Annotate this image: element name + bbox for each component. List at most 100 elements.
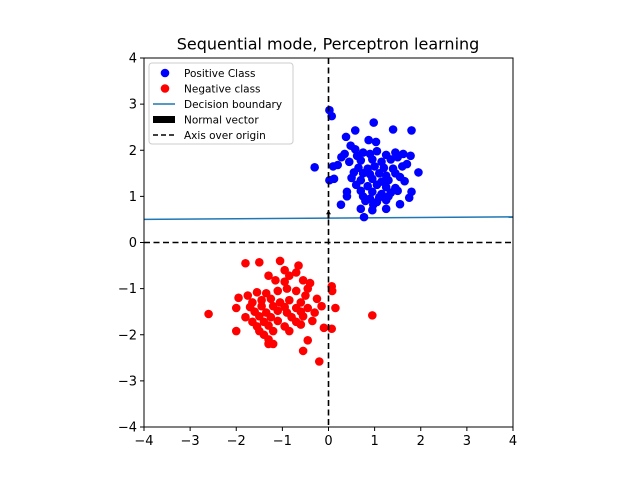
legend: Positive Class Negative class Decision bou… [148, 62, 294, 145]
negative-point [268, 339, 278, 349]
positive-point [351, 180, 361, 190]
negative-point [296, 320, 306, 329]
legend-label: Axis over origin [184, 130, 266, 142]
negative-point [303, 335, 313, 345]
chart-title: Sequential mode, Perceptron learning [177, 35, 480, 54]
y-tick-label: −4 [118, 421, 137, 436]
negative-point [301, 291, 310, 300]
axis-ticks: −4 −3 −2 −1 0 1 2 3 4 −4 −3 −2 −1 0 1 2 3 4 [118, 52, 517, 450]
positive-point [342, 192, 352, 201]
negative-point [257, 295, 266, 305]
negative-point [266, 312, 276, 322]
x-tick-label: −3 [181, 434, 200, 449]
negative-point [264, 271, 273, 281]
negative-point [273, 286, 283, 296]
positive-point [356, 204, 366, 214]
negative-point [308, 316, 317, 326]
positive-point [407, 126, 416, 135]
negative-point [294, 261, 303, 270]
legend-label: Decision boundary [184, 99, 282, 111]
positive-point [356, 156, 366, 165]
positive-point [329, 174, 339, 184]
negative-point [291, 268, 301, 277]
positive-point [368, 187, 377, 197]
legend-label: Normal vector [184, 114, 259, 126]
y-tick-label: 3 [129, 98, 137, 113]
negative-point [282, 284, 292, 293]
positive-point [344, 157, 354, 167]
negative-point [327, 324, 337, 334]
x-tick-label: 0 [324, 434, 332, 449]
negative-point [298, 276, 308, 285]
negative-point [319, 323, 329, 333]
plot-data [144, 58, 513, 427]
x-tick-label: −2 [227, 434, 246, 449]
negative-point [204, 309, 213, 319]
positive-point [358, 169, 368, 178]
y-tick-label: −3 [118, 374, 137, 389]
negative-point [298, 346, 308, 356]
negative-point [268, 326, 278, 336]
legend-label: Negative class [184, 83, 261, 95]
legend-marker [160, 84, 170, 93]
normal-vector-arrow [326, 210, 331, 219]
legend-label: Positive Class [184, 68, 255, 80]
legend-box [148, 62, 294, 145]
negative-point [312, 294, 322, 304]
positive-point [364, 135, 373, 145]
negative-point [266, 294, 276, 304]
positive-point [372, 180, 382, 190]
y-tick-label: 0 [129, 236, 137, 251]
negative-point [231, 303, 241, 313]
x-tick-label: 3 [463, 434, 471, 449]
y-tick-label: 1 [129, 190, 137, 205]
positive-point [337, 152, 346, 162]
positive-point [384, 175, 393, 185]
positive-point [358, 148, 368, 157]
negative-point [275, 256, 285, 266]
positive-point [393, 152, 402, 162]
negative-point [303, 303, 313, 313]
positive-point [398, 162, 407, 171]
positive-point [370, 162, 379, 171]
negative-point [271, 276, 280, 285]
positive-point [361, 196, 370, 206]
negative-point [310, 308, 319, 317]
negative-point [255, 258, 264, 267]
positive-point [406, 151, 415, 161]
negative-point [241, 312, 250, 322]
legend-marker [153, 116, 175, 123]
positive-point [393, 186, 402, 196]
y-tick-label: 4 [129, 52, 137, 67]
positive-point [374, 169, 384, 178]
positive-point [368, 155, 377, 164]
negative-point [280, 277, 289, 287]
x-tick-label: 4 [509, 434, 517, 449]
positive-point [336, 200, 346, 209]
negative-point [273, 306, 283, 316]
negative-point [252, 288, 262, 297]
y-tick-label: −1 [118, 282, 137, 297]
y-tick-label: −2 [118, 328, 137, 343]
positive-point [388, 125, 398, 134]
positive-point [414, 168, 423, 177]
positive-point [369, 118, 379, 127]
x-tick-label: 1 [370, 434, 378, 449]
negative-point [231, 326, 241, 336]
negative-point [284, 295, 294, 305]
y-tick-label: 2 [129, 144, 137, 159]
negative-point [243, 291, 253, 300]
positive-point [386, 155, 396, 164]
positive-point [347, 173, 356, 183]
negative-point [273, 316, 283, 326]
negative-point [241, 258, 250, 268]
negative-point [257, 301, 266, 311]
negative-point [327, 286, 337, 296]
positive-point [327, 111, 337, 121]
positive-point [310, 163, 319, 172]
positive-point [333, 160, 343, 170]
negative-point [317, 301, 326, 311]
positive-point [381, 204, 391, 214]
positive-point [350, 145, 360, 154]
